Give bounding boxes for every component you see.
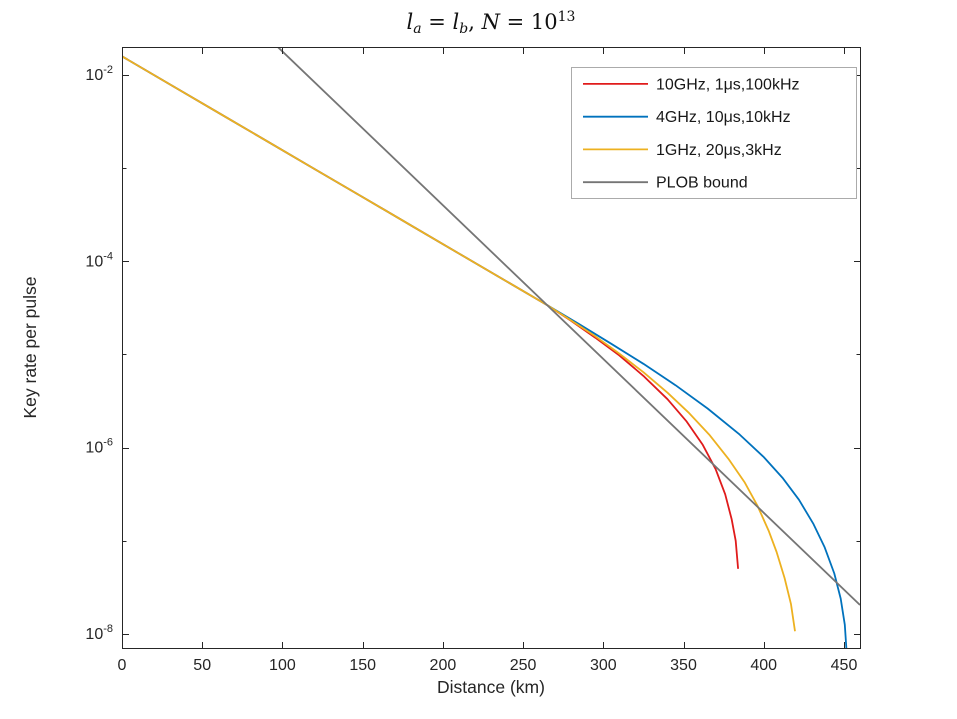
- legend-label-plob-bound: PLOB bound: [656, 175, 748, 192]
- y-tick-labels: 10-2 10-4 10-6 10-8: [85, 64, 113, 643]
- legend-box: [571, 67, 857, 199]
- y-tick-label: 10-2: [85, 64, 113, 84]
- x-tick-label: 400: [750, 657, 777, 674]
- plot-area: 0 50 100 150 200 250 300 350 400 45010-210-410-61…: [85, 47, 861, 674]
- series-group: [122, 47, 860, 648]
- x-tick-labels: 0 50 100 150 200 250 300 350 400 450: [118, 657, 858, 674]
- x-tick-label: 50: [193, 657, 211, 674]
- y-tick-label: 10-8: [85, 623, 113, 643]
- chart-title: la = lb, N = 1013: [407, 9, 576, 37]
- x-tick-label: 200: [430, 657, 457, 674]
- y-axis-label: Key rate per pulse: [20, 276, 40, 418]
- legend-label-10ghz-1-s-100khz: 10GHz, 1μs,100kHz: [656, 76, 800, 93]
- legend-label-4ghz-10-s-10khz: 4GHz, 10μs,10kHz: [656, 109, 791, 126]
- axis-ticks: [122, 48, 860, 648]
- y-tick-label: 10-4: [85, 250, 113, 270]
- x-tick-label: 350: [670, 657, 697, 674]
- x-tick-label: 0: [118, 657, 127, 674]
- x-tick-label: 100: [269, 657, 296, 674]
- y-tick-label: 10-6: [85, 437, 113, 457]
- plot-box: [122, 47, 861, 649]
- x-tick-label: 150: [349, 657, 376, 674]
- x-axis-label: Distance (km): [437, 677, 545, 697]
- x-tick-label: 250: [510, 657, 537, 674]
- legend: 10GHz, 1μs,100kHz 4GHz, 10μs,10kHz 1GHz, 2…: [571, 67, 857, 199]
- series-line-plob-bound: [276, 47, 860, 606]
- x-tick-label: 450: [831, 657, 858, 674]
- series-line-1ghz-20-s-3khz: [122, 55, 796, 632]
- x-tick-label: 300: [590, 657, 617, 674]
- legend-label-1ghz-20-s-3khz: 1GHz, 20μs,3kHz: [656, 142, 782, 159]
